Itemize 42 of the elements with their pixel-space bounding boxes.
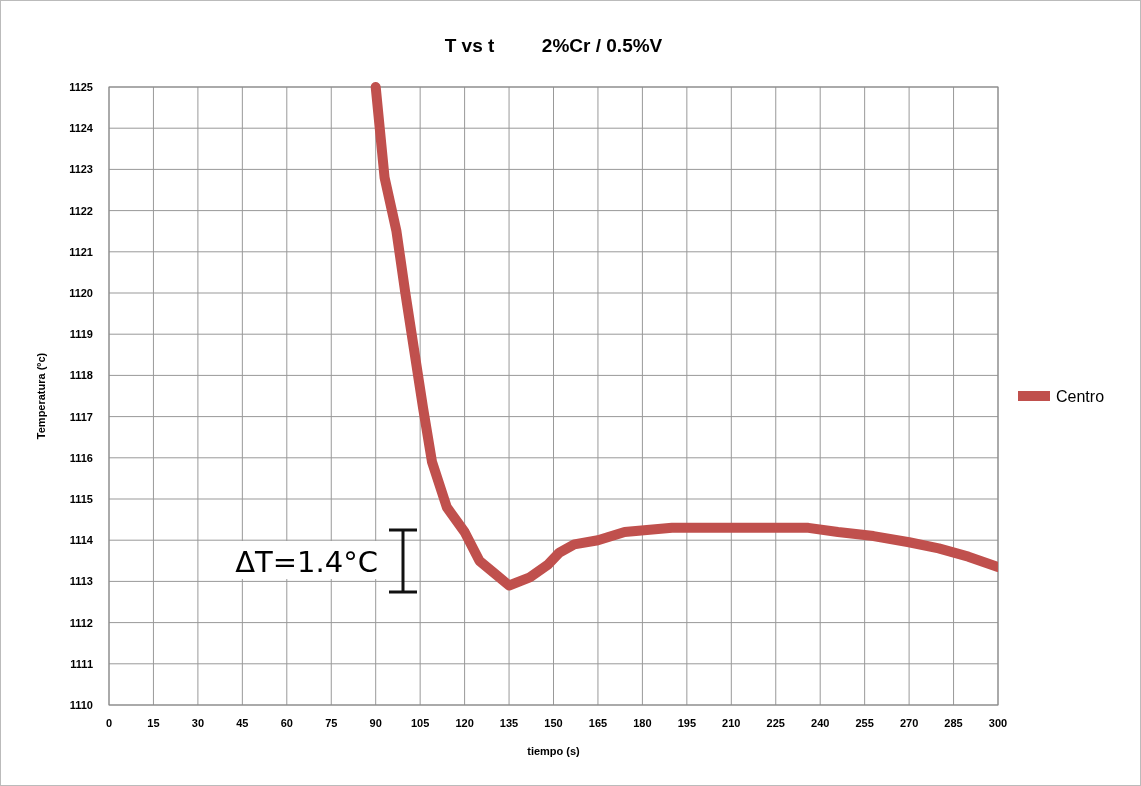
y-tick-label: 1117 xyxy=(69,410,93,423)
x-tick-label: 255 xyxy=(855,717,874,729)
x-tick-label: 210 xyxy=(722,717,741,729)
y-tick-label: 1115 xyxy=(69,493,93,505)
y-tick-label: 1112 xyxy=(69,616,93,629)
y-tick-label: 1122 xyxy=(69,204,93,217)
x-tick-label: 165 xyxy=(588,717,608,729)
x-tick-label: 0 xyxy=(105,717,113,729)
x-tick-label: 75 xyxy=(325,717,338,729)
y-tick-label: 1121 xyxy=(69,245,93,258)
x-tick-label: 180 xyxy=(633,717,652,729)
x-tick-label: 285 xyxy=(944,717,963,729)
x-axis-title: tiempo (s) xyxy=(527,745,581,757)
y-tick-label: 1125 xyxy=(69,81,93,93)
annotation: ΔT=1.4°C xyxy=(235,545,378,579)
y-tick-label: 1120 xyxy=(69,287,93,299)
y-tick-label: 1116 xyxy=(69,451,93,464)
x-tick-label: 15 xyxy=(147,717,160,729)
x-tick-label: 150 xyxy=(544,717,563,729)
x-tick-label: 30 xyxy=(191,717,205,729)
y-tick-label: 1124 xyxy=(69,122,94,135)
x-tick-label: 60 xyxy=(280,717,293,729)
y-tick-label: 1123 xyxy=(69,163,93,176)
x-tick-label: 90 xyxy=(369,717,382,729)
y-tick-label: 1110 xyxy=(69,699,93,711)
x-tick-label: 240 xyxy=(811,717,830,729)
y-tick-label: 1113 xyxy=(69,575,93,588)
x-tick-label: 195 xyxy=(677,717,697,729)
legend-label: Centro xyxy=(1056,388,1105,405)
y-tick-label: 1119 xyxy=(69,328,93,341)
chart-title: T vs t 2%Cr / 0.5%V xyxy=(444,35,663,56)
y-tick-label: 1114 xyxy=(69,534,94,547)
y-tick-label: 1118 xyxy=(69,369,93,382)
y-tick-label: 1111 xyxy=(70,657,93,670)
x-tick-label: 45 xyxy=(236,717,249,729)
x-tick-label: 270 xyxy=(899,717,919,729)
y-axis-title: Temperatura (ºc) xyxy=(35,352,47,440)
x-tick-label: 105 xyxy=(410,717,430,729)
x-tick-label: 300 xyxy=(988,717,1008,729)
x-tick-label: 135 xyxy=(499,717,519,729)
x-tick-label: 225 xyxy=(766,717,785,729)
x-tick-label: 120 xyxy=(455,717,474,729)
